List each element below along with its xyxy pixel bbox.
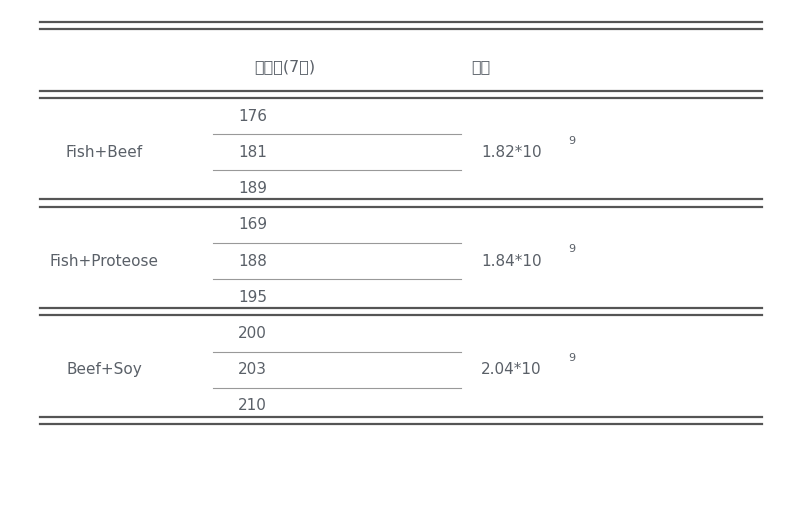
Text: 189: 189 [238, 181, 267, 196]
Text: Beef+Soy: Beef+Soy [67, 362, 142, 377]
Text: Fish+Beef: Fish+Beef [66, 145, 143, 160]
Text: 176: 176 [238, 109, 267, 123]
Text: 203: 203 [238, 362, 267, 377]
Text: 9: 9 [568, 353, 575, 363]
Text: 169: 169 [238, 217, 267, 232]
Text: Fish+Proteose: Fish+Proteose [50, 253, 159, 269]
Text: 9: 9 [568, 136, 575, 146]
Text: 1.84*10: 1.84*10 [481, 253, 542, 269]
Text: 195: 195 [238, 290, 267, 305]
Text: 181: 181 [238, 145, 267, 160]
Text: 200: 200 [238, 326, 267, 341]
Text: 1.82*10: 1.82*10 [481, 145, 542, 160]
Text: 2.04*10: 2.04*10 [481, 362, 542, 377]
Text: 9: 9 [568, 244, 575, 254]
Text: 188: 188 [238, 253, 267, 269]
Text: 생균수(7승): 생균수(7승) [254, 59, 315, 74]
Text: 평균: 평균 [472, 59, 491, 74]
Text: 210: 210 [238, 399, 267, 413]
